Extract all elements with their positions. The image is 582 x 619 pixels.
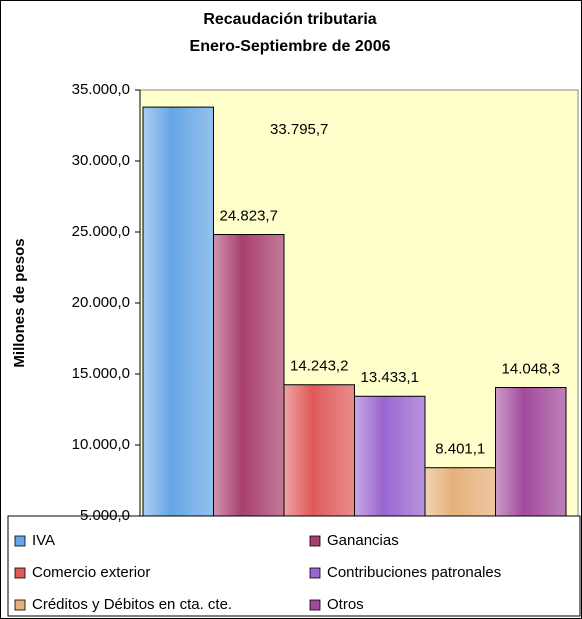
y-tick-label: 30.000,0 [72,152,130,169]
chart-title: Recaudación tributaria [203,11,376,28]
legend-label: Comercio exterior [32,564,150,581]
legend-swatch [309,567,321,579]
y-tick-label: 5.000,0 [80,507,130,524]
data-label: 8.401,1 [435,441,485,458]
legend-swatch [309,599,321,611]
legend-label: Contribuciones patronales [327,564,501,581]
legend-label: Otros [327,596,364,613]
legend-swatch [14,567,26,579]
data-label: 13.433,1 [361,369,419,386]
y-tick-label: 25.000,0 [72,223,130,240]
legend-swatch [14,599,26,611]
bar [142,106,214,517]
data-label: 14.243,2 [290,358,348,375]
y-tick-label: 15.000,0 [72,365,130,382]
legend-label: IVA [32,532,55,549]
data-label: 14.048,3 [502,360,560,377]
chart-subtitle: Enero-Septiembre de 2006 [190,38,391,55]
y-tick-label: 35.000,0 [72,81,130,98]
bar [354,395,426,517]
y-tick-label: 10.000,0 [72,436,130,453]
legend-label: Ganancias [327,532,399,549]
legend-label: Créditos y Débitos en cta. cte. [32,596,232,613]
y-axis-title: Millones de pesos [11,238,28,367]
y-tick-label: 20.000,0 [72,294,130,311]
data-label: 24.823,7 [220,207,278,224]
bar [283,384,355,517]
data-label: 33.795,7 [270,121,328,138]
bar [424,467,496,517]
bar [495,387,567,517]
legend-swatch [309,535,321,547]
bar [213,234,285,517]
legend-swatch [14,535,26,547]
